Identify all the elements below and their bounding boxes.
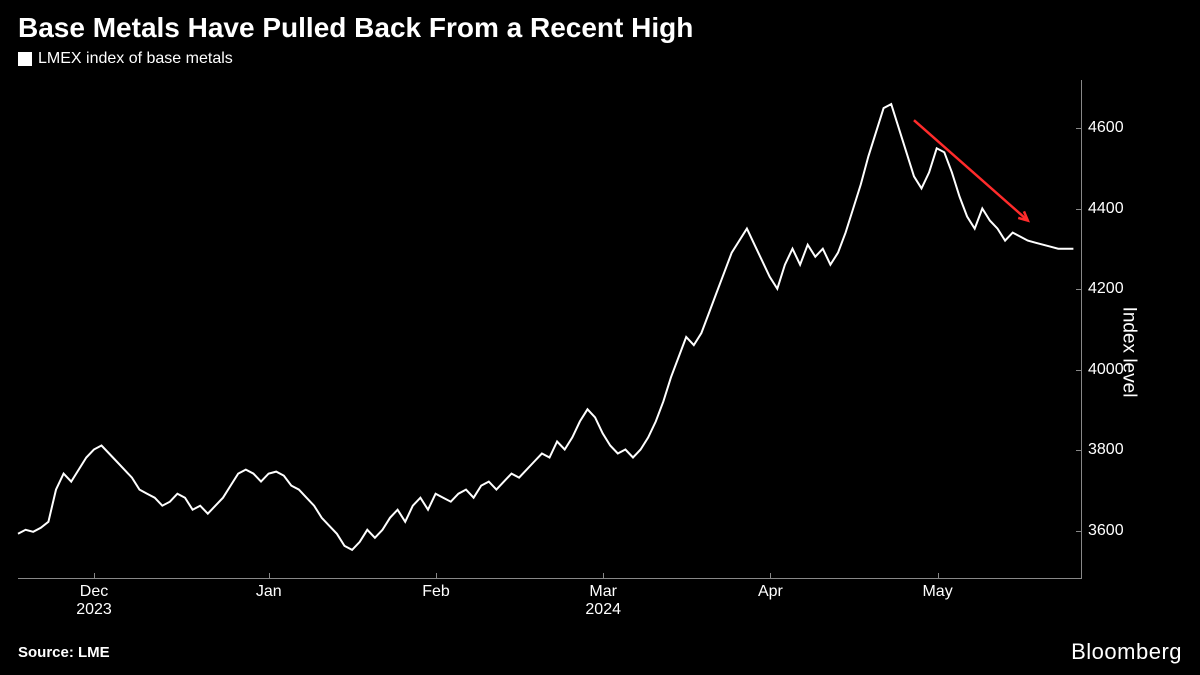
y-tick-label: 4600 — [1088, 119, 1124, 137]
x-axis: Dec2023 Jan Feb Mar2024 Apr May — [18, 579, 1082, 623]
y-tick-mark — [1076, 370, 1082, 371]
y-tick-mark — [1076, 531, 1082, 532]
y-tick-mark — [1076, 209, 1082, 210]
source-label: Source: LME — [18, 644, 110, 661]
x-tick-mark — [938, 573, 939, 579]
footer: Source: LME Bloomberg — [18, 639, 1182, 665]
legend-marker — [18, 52, 32, 66]
brand-label: Bloomberg — [1071, 639, 1182, 665]
y-tick-label: 3600 — [1088, 522, 1124, 540]
x-tick-label: Feb — [422, 583, 450, 601]
y-tick-label: 3800 — [1088, 441, 1124, 459]
x-tick-label: Apr — [758, 583, 783, 601]
y-axis-title: Index level — [1118, 306, 1140, 397]
x-tick-mark — [94, 573, 95, 579]
annotation-arrow — [914, 120, 1028, 220]
y-tick-mark — [1076, 289, 1082, 290]
x-year-label: 2023 — [76, 601, 112, 619]
legend: LMEX index of base metals — [0, 48, 1200, 74]
x-tick-label: May — [922, 583, 952, 601]
y-axis: 360038004000420044004600 — [1082, 80, 1122, 579]
chart-area: 360038004000420044004600 Index level Dec… — [18, 80, 1182, 623]
series-line — [18, 104, 1073, 550]
x-tick-label: Dec — [80, 583, 108, 601]
x-tick-mark — [269, 573, 270, 579]
x-tick-mark — [770, 573, 771, 579]
line-svg — [18, 80, 1081, 578]
x-tick-mark — [436, 573, 437, 579]
y-tick-mark — [1076, 128, 1082, 129]
x-tick-label: Jan — [256, 583, 282, 601]
y-tick-mark — [1076, 450, 1082, 451]
x-tick-label: Mar — [589, 583, 617, 601]
y-tick-label: 4400 — [1088, 200, 1124, 218]
y-tick-label: 4200 — [1088, 280, 1124, 298]
x-tick-mark — [603, 573, 604, 579]
plot-area — [18, 80, 1082, 579]
chart-title: Base Metals Have Pulled Back From a Rece… — [0, 0, 1200, 48]
legend-label: LMEX index of base metals — [38, 50, 233, 68]
x-year-label: 2024 — [585, 601, 621, 619]
